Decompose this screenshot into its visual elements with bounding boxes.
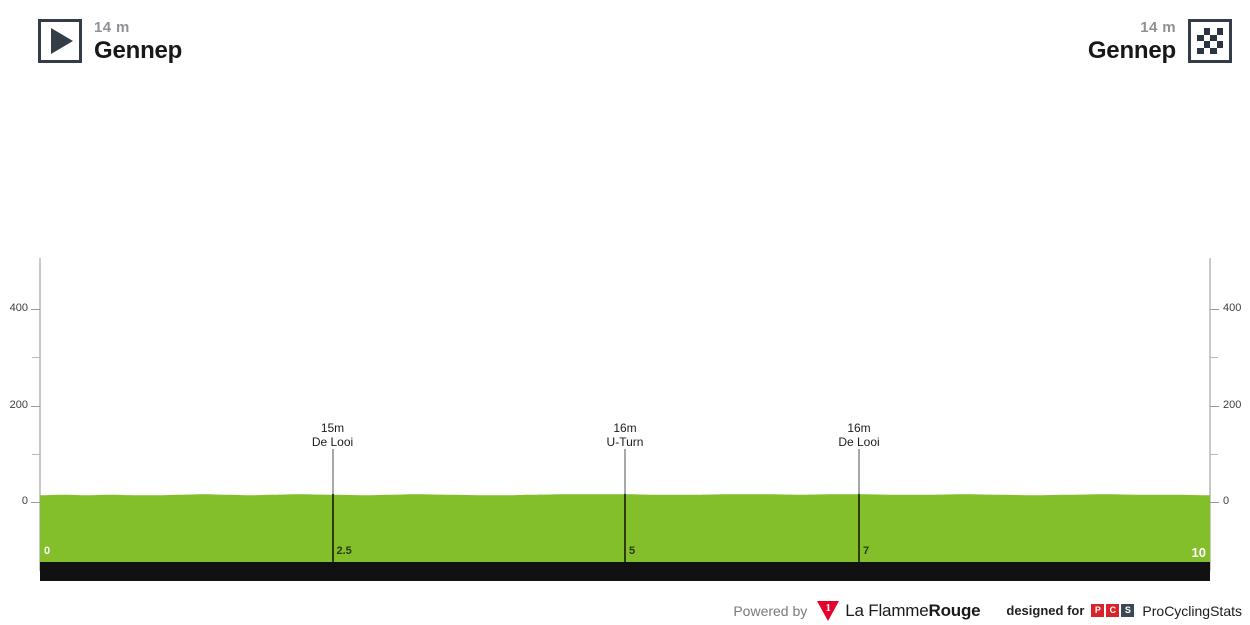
poi-stem-lower [331, 494, 334, 562]
pcs-logo-icon[interactable]: P C S [1091, 604, 1136, 617]
profile-header: 14 m Gennep 14 m Gennep [0, 0, 1250, 90]
y-tick-left-300 [32, 357, 40, 359]
flamme-rouge-badge-number: 1 [825, 601, 832, 614]
y-tick-right-300 [1210, 357, 1218, 359]
x-axis-label-5: 5 [629, 545, 636, 557]
y-axis-label-right-400: 400 [1223, 302, 1242, 314]
play-icon [50, 28, 73, 54]
finish-icon-box [1188, 19, 1232, 63]
x-axis-label-7: 7 [863, 545, 870, 557]
powered-by-label: Powered by [733, 602, 808, 619]
finish-altitude: 14 m [1140, 18, 1176, 36]
y-tick-left-200 [31, 405, 40, 407]
stage-finish: 14 m Gennep [1088, 19, 1232, 63]
poi-stem-upper [624, 449, 626, 495]
pcs-name-label: ProCyclingStats [1142, 602, 1242, 619]
flamme-rouge-triangle-icon: 1 [817, 600, 840, 621]
stage-start: 14 m Gennep [38, 19, 182, 63]
poi-stem-lower [858, 494, 860, 562]
pcs-letter-c: C [1106, 604, 1120, 617]
poi-stem-upper [331, 449, 334, 495]
x-axis-label-2.5: 2.5 [336, 545, 352, 557]
y-tick-left-400 [31, 309, 40, 310]
y-axis-label-right-200: 200 [1223, 398, 1242, 411]
lfr-name-light: La Flamme [845, 600, 929, 620]
y-axis-left [39, 258, 41, 571]
designed-for-block: designed for P C S ProCyclingStats [1006, 603, 1242, 619]
poi-name: U-Turn [606, 435, 644, 449]
y-axis-label-right-0: 0 [1223, 495, 1230, 507]
start-altitude: 14 m [94, 18, 130, 36]
poi-stem-lower [624, 494, 626, 562]
y-axis-label-left-200: 200 [9, 398, 28, 411]
x-axis-label-0: 0 [44, 545, 51, 557]
profile-footer: Powered by 1 La FlammeRouge designed for… [0, 596, 1250, 625]
y-axis-label-left-400: 400 [9, 302, 28, 314]
x-axis-label-10: 10 [1191, 545, 1206, 560]
la-flamme-rouge-logo[interactable]: 1 La FlammeRouge [817, 600, 981, 621]
road-strip [40, 562, 1210, 581]
y-tick-right-100 [1210, 453, 1218, 455]
lfr-name-bold: Rouge [928, 600, 981, 620]
y-tick-right-0 [1210, 502, 1219, 503]
pcs-letter-s: S [1121, 604, 1135, 617]
powered-by-block: Powered by 1 La FlammeRouge [733, 600, 981, 621]
designed-for-label: designed for [1006, 603, 1085, 618]
poi-name: De Looi [311, 435, 354, 449]
poi-label: 15m De Looi [312, 421, 353, 449]
poi-stem-upper [858, 449, 860, 495]
y-tick-left-100 [32, 453, 40, 455]
start-city-name: Gennep [94, 36, 183, 64]
y-axis-label-left-0: 0 [21, 495, 28, 507]
poi-label: 16m U-Turn [607, 421, 644, 449]
finish-city-name: Gennep [1087, 36, 1176, 64]
start-icon-box [38, 19, 82, 63]
poi-altitude: 15m [320, 421, 345, 435]
y-tick-right-400 [1210, 309, 1219, 310]
pcs-letter-p: P [1091, 604, 1105, 617]
y-tick-right-200 [1210, 405, 1219, 407]
poi-name: De Looi [838, 435, 880, 449]
poi-altitude: 16m [847, 421, 871, 435]
y-axis-right [1209, 258, 1211, 571]
checkered-flag-icon [1197, 28, 1223, 54]
poi-label: 16m De Looi [838, 421, 879, 449]
y-tick-left-0 [31, 502, 40, 503]
poi-altitude: 16m [613, 421, 637, 435]
